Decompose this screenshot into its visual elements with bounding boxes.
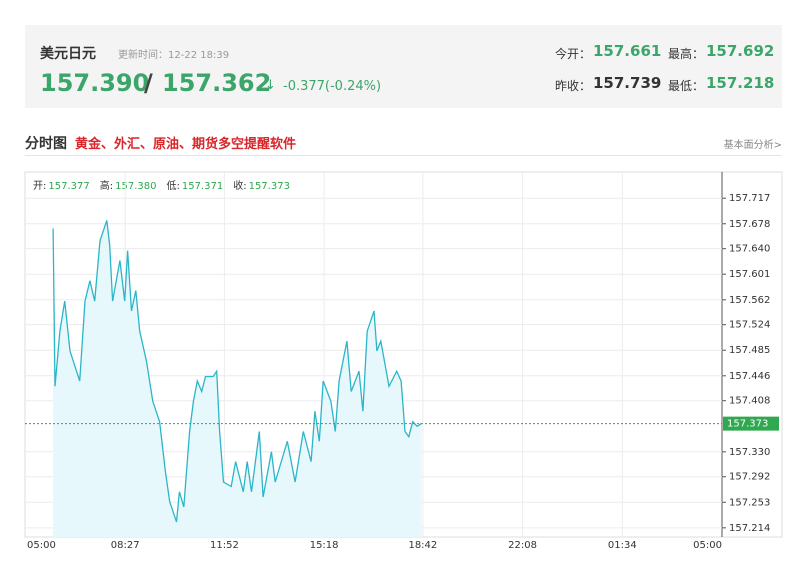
quote-value: 157.371 — [182, 181, 223, 192]
quote-value: 157.377 — [48, 181, 89, 192]
y-tick-label: 157.214 — [729, 523, 770, 534]
last-price-box — [723, 416, 779, 431]
y-tick-label: 157.640 — [729, 244, 770, 255]
y-tick-label: 157.717 — [729, 193, 770, 204]
x-tick-label: 18:42 — [408, 540, 437, 551]
quote-value: 157.373 — [249, 181, 290, 192]
quote-label: 收: — [233, 179, 246, 192]
y-tick-label: 157.408 — [729, 396, 770, 407]
change-arrow: ↓ — [265, 78, 276, 93]
quote-header: 美元日元 更新时间：12-22 18:39 157.390 / 157.362 … — [25, 25, 782, 108]
quote-label: 开: — [33, 181, 46, 192]
bid-price: 157.390 — [40, 69, 150, 97]
y-tick-label: 157.562 — [729, 295, 770, 306]
divider — [25, 155, 782, 156]
x-tick-label: 08:27 — [111, 540, 140, 551]
update-time: 更新时间：12-22 18:39 — [118, 50, 230, 61]
y-tick-label: 157.292 — [729, 472, 770, 483]
area — [53, 220, 422, 537]
stat-value: 157.218 — [706, 74, 775, 92]
y-tick-label: 157.330 — [729, 447, 770, 458]
stat-label: 最低： — [668, 79, 705, 93]
y-tick-label: 157.678 — [729, 219, 770, 230]
last-price-label: 157.373 — [727, 419, 768, 430]
x-tick-label: 11:52 — [210, 540, 239, 551]
stat-label: 昨收： — [555, 79, 592, 93]
y-tick-label: 157.601 — [729, 269, 770, 280]
stat-label: 今开： — [555, 47, 592, 61]
x-tick-label: 05:00 — [27, 540, 56, 551]
separator: / — [144, 69, 153, 97]
y-tick-label: 157.253 — [729, 497, 770, 508]
y-tick-label: 157.446 — [729, 371, 770, 382]
stat-value: 157.739 — [593, 74, 662, 92]
stat-value: 157.692 — [706, 42, 775, 60]
stat-value: 157.661 — [593, 42, 662, 60]
change: -0.377(-0.24%) — [283, 79, 382, 94]
symbol-name: 美元日元 — [40, 46, 96, 62]
price-line — [52, 220, 422, 523]
stat-label: 最高： — [668, 47, 705, 61]
ask-price: 157.362 — [162, 69, 272, 97]
quote-label: 高: — [100, 179, 113, 192]
quote-label: 低: — [166, 179, 179, 192]
quote-value: 157.380 — [115, 181, 156, 192]
x-tick-label: 15:18 — [310, 540, 339, 551]
analysis-link[interactable]: 基本面分析> — [723, 140, 782, 151]
y-tick-label: 157.485 — [729, 345, 770, 356]
promo-link[interactable]: 黄金、外汇、原油、期货多空提醒软件 — [75, 137, 297, 152]
y-tick-label: 157.524 — [729, 320, 770, 331]
section-title: 分时图 — [25, 136, 67, 152]
x-tick-label: 05:00 — [693, 540, 722, 551]
x-tick-label: 01:34 — [608, 540, 637, 551]
x-tick-label: 22:08 — [508, 540, 537, 551]
